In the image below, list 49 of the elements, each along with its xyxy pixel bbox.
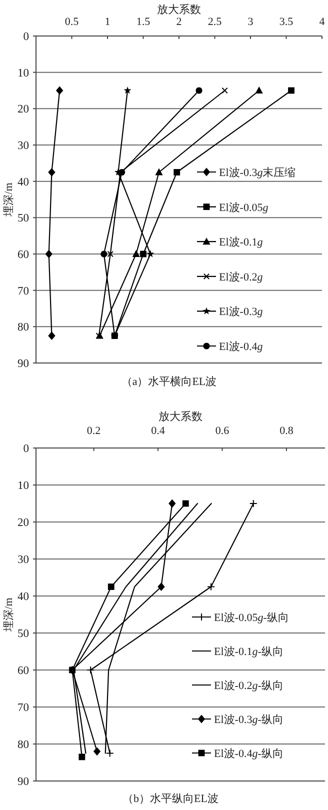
text: （a）水平横向EL波 bbox=[121, 375, 217, 388]
y-tick-label: 50 bbox=[18, 628, 30, 640]
x-tick-label: 0.2 bbox=[86, 425, 101, 437]
x-tick-label: 0.6 bbox=[215, 425, 230, 437]
text: （b）水平纵向EL波 bbox=[122, 792, 218, 805]
legend-label: El波-0.2g bbox=[219, 270, 264, 284]
y-tick-label: 20 bbox=[18, 104, 30, 116]
legend-label: El波-0.3g-纵向 bbox=[214, 713, 284, 726]
legend-label: El波-0.3g末压缩 bbox=[219, 166, 296, 179]
y-tick-label: 0 bbox=[23, 31, 30, 43]
x-tick-label: 1 bbox=[104, 16, 110, 28]
y-tick-label: 60 bbox=[18, 665, 30, 677]
y-tick-label: 80 bbox=[18, 322, 30, 334]
y-tick-label: 90 bbox=[18, 358, 30, 370]
y-tick-label: 70 bbox=[18, 285, 30, 298]
legend-label: El波-0.1g bbox=[219, 236, 264, 249]
y-tick-label: 10 bbox=[18, 480, 30, 492]
x-tick-label: 2.5 bbox=[208, 16, 222, 28]
x-tick-label: 0.5 bbox=[64, 16, 80, 28]
y-tick-label: 10 bbox=[18, 67, 30, 80]
y-tick-label: 80 bbox=[18, 739, 30, 751]
y-tick-label: 90 bbox=[18, 776, 30, 788]
y-tick-label: 70 bbox=[18, 702, 30, 714]
y-tick-label: 0 bbox=[23, 443, 30, 455]
legend-label: El波-0.2g-纵向 bbox=[214, 679, 284, 692]
x-tick-label: 0.8 bbox=[280, 425, 294, 437]
legend-label: El波-0.4g-纵向 bbox=[214, 747, 284, 760]
y-axis-title: 埋深/m bbox=[3, 182, 15, 218]
x-tick-label: 3 bbox=[248, 16, 254, 28]
x-tick-label: 0.4 bbox=[151, 425, 166, 437]
x-axis-title: 放大系数 bbox=[157, 3, 201, 16]
y-tick-label: 40 bbox=[18, 176, 30, 188]
y-tick-label: 20 bbox=[18, 517, 30, 529]
legend-label: El波-0.05g-纵向 bbox=[214, 611, 289, 624]
y-tick-label: 60 bbox=[18, 249, 30, 261]
y-tick-label: 40 bbox=[18, 591, 30, 603]
y-tick-label: 30 bbox=[18, 554, 30, 566]
x-tick-label: 3.5 bbox=[279, 16, 294, 28]
x-axis-title: 放大系数 bbox=[158, 410, 202, 423]
y-tick-label: 30 bbox=[18, 140, 30, 152]
legend-label: El波-0.1g-纵向 bbox=[214, 645, 284, 658]
legend-label: El波-0.3g bbox=[219, 305, 264, 318]
y-axis-title: 埋深/m bbox=[3, 597, 15, 632]
x-tick-label: 4 bbox=[319, 16, 326, 28]
x-tick-label: 1.5 bbox=[136, 16, 151, 28]
legend-label: El波-0.4g bbox=[219, 340, 264, 353]
y-tick-label: 50 bbox=[18, 212, 30, 225]
legend-label: El波-0.05g bbox=[219, 200, 269, 214]
x-tick-label: 2 bbox=[176, 16, 182, 28]
